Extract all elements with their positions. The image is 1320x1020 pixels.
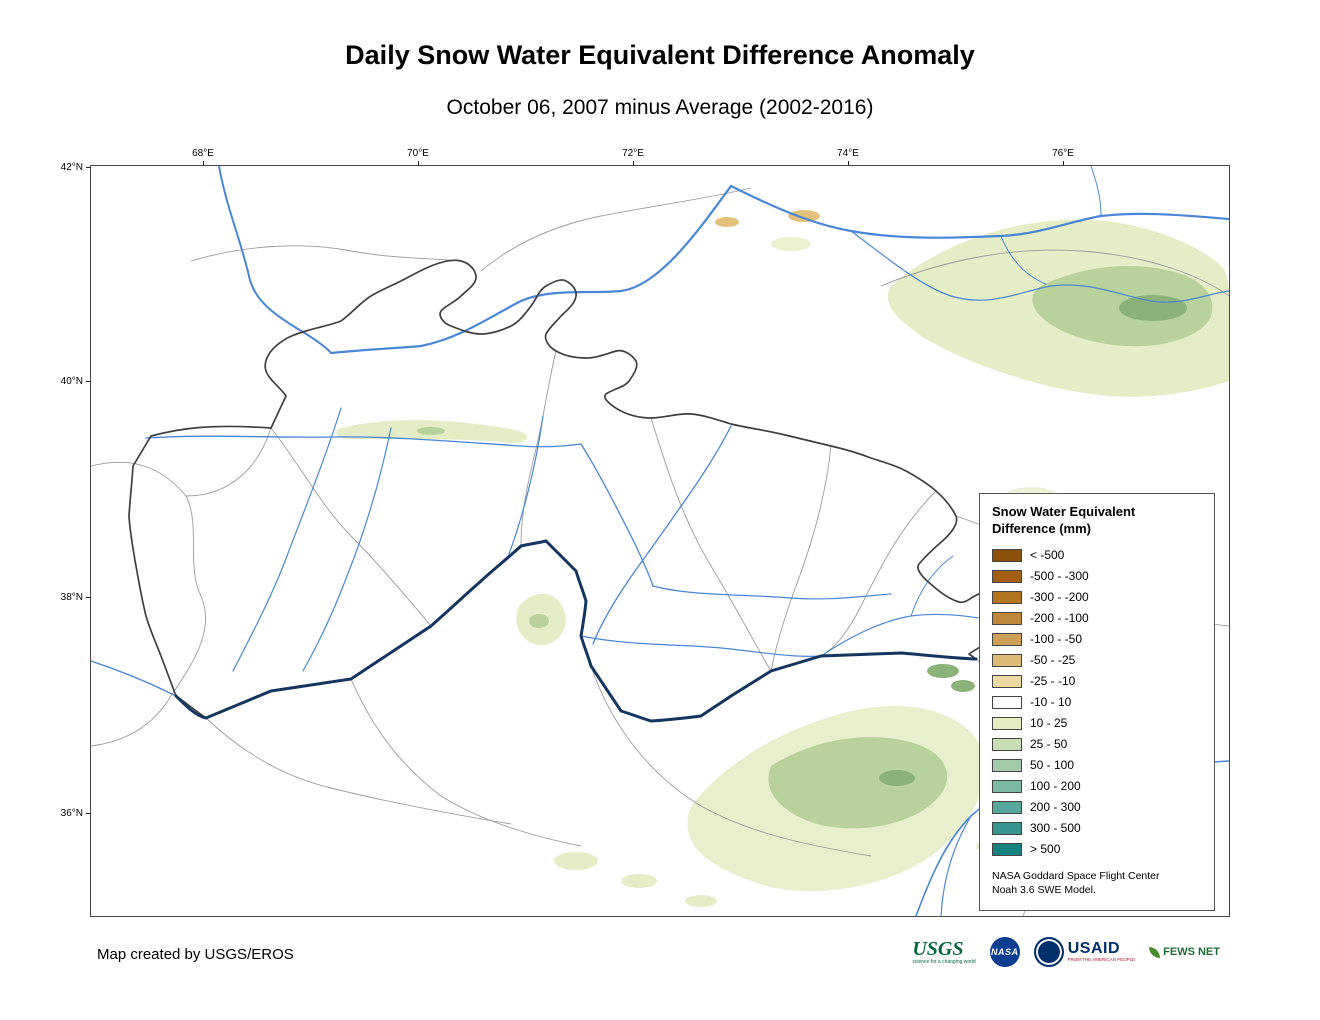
legend-label: -500 - -300 (1030, 569, 1089, 584)
legend-entry: -50 - -25 (992, 650, 1202, 671)
legend-label: 25 - 50 (1030, 737, 1068, 752)
x-tick-label: 72°E (622, 148, 644, 159)
credit-text: Map created by USGS/EROS (97, 946, 294, 963)
legend-entry: -500 - -300 (992, 566, 1202, 587)
x-tick-label: 74°E (837, 148, 859, 159)
legend-label: 200 - 300 (1030, 800, 1081, 815)
page-title: Daily Snow Water Equivalent Difference A… (345, 40, 975, 70)
x-tick-label: 70°E (407, 148, 429, 159)
legend-entry: 300 - 500 (992, 818, 1202, 839)
major-river (174, 539, 978, 723)
legend-label: 50 - 100 (1030, 758, 1075, 773)
x-tick-label: 76°E (1052, 148, 1074, 159)
legend-entry: 50 - 100 (992, 755, 1202, 776)
legend-entries: < -500 -500 - -300 -300 - -200 -200 - -100 -… (992, 545, 1202, 860)
legend-entry: -25 - -10 (992, 671, 1202, 692)
legend: Snow Water Equivalent Difference (mm) < … (979, 493, 1215, 911)
y-tick-label: 42°N (60, 162, 83, 173)
legend-entry: 200 - 300 (992, 797, 1202, 818)
y-tick-mark (86, 167, 91, 168)
nasa-logo: NASA (989, 937, 1020, 967)
leaf-icon (1149, 946, 1161, 958)
legend-label: > 500 (1030, 842, 1061, 857)
legend-entry: < -500 (992, 545, 1202, 566)
legend-swatch (992, 758, 1022, 772)
legend-title: Snow Water Equivalent Difference (mm) (992, 504, 1202, 538)
legend-swatch (992, 800, 1022, 814)
legend-swatch (992, 842, 1022, 856)
legend-note-line1: NASA Goddard Space Flight Center (992, 869, 1160, 882)
y-tick-mark (86, 381, 91, 382)
legend-entry: -10 - 10 (992, 692, 1202, 713)
legend-swatch (992, 716, 1022, 730)
legend-label: -300 - -200 (1030, 590, 1089, 605)
usaid-logo-tagline: FROM THE AMERICAN PEOPLE (1067, 957, 1136, 963)
x-tick-mark (203, 161, 204, 166)
legend-label: < -500 (1030, 548, 1065, 563)
legend-swatch (992, 779, 1022, 793)
legend-label: -200 - -100 (1030, 611, 1089, 626)
x-tick-mark (633, 161, 634, 166)
usgs-logo-text: USGS (912, 938, 964, 960)
footer-logos: USGS science for a changing world NASA U… (912, 934, 1220, 970)
legend-swatch (992, 674, 1022, 688)
country-boundary (128, 259, 1002, 722)
usaid-logo-text: USAID (1067, 940, 1120, 958)
legend-swatch (992, 569, 1022, 583)
y-tick-mark (86, 813, 91, 814)
legend-label: -50 - -25 (1030, 653, 1076, 668)
legend-swatch (992, 821, 1022, 835)
legend-label: -10 - 10 (1030, 695, 1072, 710)
usaid-logo: USAID FROM THE AMERICAN PEOPLE (1033, 937, 1136, 967)
x-tick-mark (848, 161, 849, 166)
usaid-seal-icon (1033, 937, 1064, 967)
legend-swatch (992, 632, 1022, 646)
legend-note: NASA Goddard Space Flight Center Noah 3.… (992, 869, 1202, 898)
nasa-logo-text: NASA (990, 947, 1019, 957)
y-tick-label: 36°N (60, 808, 83, 819)
y-tick-label: 40°N (60, 376, 83, 387)
legend-entry: > 500 (992, 839, 1202, 860)
legend-swatch (992, 737, 1022, 751)
legend-title-line1: Snow Water Equivalent (992, 504, 1136, 519)
y-tick-mark (86, 597, 91, 598)
legend-swatch (992, 611, 1022, 625)
legend-label: -25 - -10 (1030, 674, 1076, 689)
x-tick-label: 68°E (192, 148, 214, 159)
fewsnet-logo-text: FEWS NET (1163, 946, 1220, 958)
legend-swatch (992, 590, 1022, 604)
legend-label: 100 - 200 (1030, 779, 1081, 794)
x-tick-mark (1063, 161, 1064, 166)
legend-entry: 10 - 25 (992, 713, 1202, 734)
fewsnet-logo: FEWS NET (1149, 946, 1220, 958)
usgs-logo: USGS science for a changing world (912, 939, 975, 965)
legend-swatch (992, 548, 1022, 562)
legend-label: 10 - 25 (1030, 716, 1068, 731)
usgs-logo-tagline: science for a changing world (912, 959, 976, 965)
map-frame: 68°E 70°E 72°E 74°E 76°E 42°N 40°N 38°N 36°N (61, 148, 1230, 917)
legend-label: -100 - -50 (1030, 632, 1083, 647)
legend-entry: -100 - -50 (992, 629, 1202, 650)
x-tick-mark (418, 161, 419, 166)
legend-title-line2: Difference (mm) (992, 520, 1091, 536)
swe-negative-patches (715, 210, 820, 227)
legend-swatch (992, 695, 1022, 709)
legend-label: 300 - 500 (1030, 821, 1081, 836)
page-subtitle: October 06, 2007 minus Average (2002-201… (446, 96, 874, 119)
legend-entry: -200 - -100 (992, 608, 1202, 629)
y-tick-label: 38°N (60, 592, 83, 603)
legend-entry: -300 - -200 (992, 587, 1202, 608)
legend-swatch (992, 653, 1022, 667)
legend-entry: 100 - 200 (992, 776, 1202, 797)
legend-entry: 25 - 50 (992, 734, 1202, 755)
swe-positive-dark-regions (879, 295, 1187, 786)
legend-note-line2: Noah 3.6 SWE Model. (992, 884, 1096, 897)
